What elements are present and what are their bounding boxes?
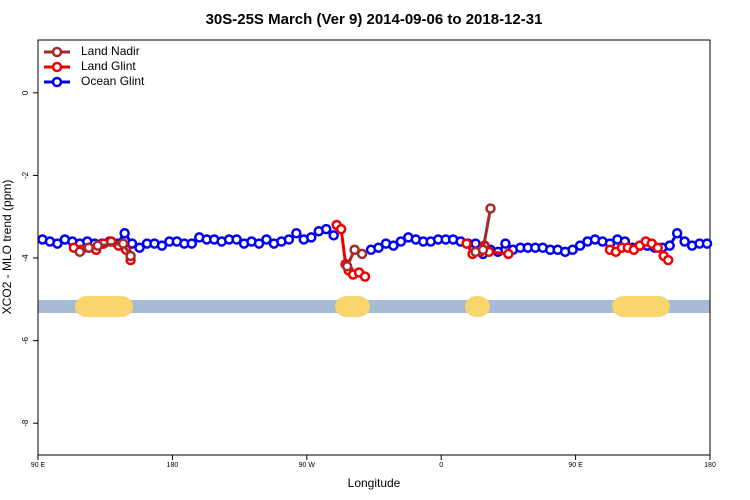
data-point xyxy=(119,228,130,239)
data-point xyxy=(500,238,511,249)
data-point xyxy=(125,250,136,262)
data-point xyxy=(349,244,360,256)
data-point xyxy=(231,234,242,245)
y-tick-label: -4 xyxy=(21,254,30,262)
data-point xyxy=(186,238,198,249)
x-tick-label: 90 E xyxy=(31,462,46,469)
legend-label: Land Nadir xyxy=(81,44,140,58)
data-point xyxy=(306,232,317,243)
legend-label: Land Glint xyxy=(81,59,136,73)
data-point xyxy=(283,234,295,245)
data-point xyxy=(117,238,129,249)
data-point xyxy=(679,236,690,247)
data-point xyxy=(156,240,168,251)
x-tick-label: 0 xyxy=(439,462,443,469)
data-point xyxy=(470,238,481,249)
data-point xyxy=(335,223,347,235)
x-tick-label: 180 xyxy=(167,462,179,469)
x-tick-label: 90 W xyxy=(299,462,316,469)
data-point xyxy=(652,242,663,253)
data-point xyxy=(477,244,489,256)
data-point xyxy=(261,234,272,245)
data-point xyxy=(567,244,578,256)
data-point xyxy=(74,246,86,258)
y-tick-label: 0 xyxy=(21,90,30,95)
data-point xyxy=(134,242,145,253)
data-point xyxy=(485,203,496,214)
y-tick-label: -2 xyxy=(21,171,30,179)
x-axis-label: Longitude xyxy=(348,476,401,490)
legend-label: Ocean Glint xyxy=(81,74,145,88)
data-point xyxy=(373,242,384,253)
data-point xyxy=(395,236,407,247)
data-point xyxy=(461,238,472,249)
ocean-band xyxy=(38,300,710,313)
x-tick-label: 90 E xyxy=(568,462,583,469)
data-point xyxy=(671,228,683,239)
land-ocean-band xyxy=(38,296,710,317)
chart-title: 30S-25S March (Ver 9) 2014-09-06 to 2018… xyxy=(206,11,543,28)
data-point xyxy=(291,228,302,239)
land-band xyxy=(612,296,670,317)
land-band xyxy=(465,296,490,317)
data-point xyxy=(341,261,353,272)
data-point xyxy=(320,223,332,235)
data-point xyxy=(664,240,675,251)
data-point xyxy=(253,238,265,249)
y-axis-label: XCO2 - MLO trend (ppm) xyxy=(0,180,14,315)
land-band xyxy=(75,296,133,317)
legend-marker xyxy=(51,76,63,88)
y-tick-label: -6 xyxy=(21,337,30,345)
land-band xyxy=(335,296,370,317)
data-point xyxy=(503,248,514,260)
data-point xyxy=(356,248,368,260)
y-tick-label: -8 xyxy=(21,419,30,427)
data-point xyxy=(574,240,586,251)
data-point xyxy=(83,242,95,253)
data-point xyxy=(701,238,713,249)
data-point xyxy=(359,271,371,282)
legend-marker xyxy=(51,46,63,58)
data-point xyxy=(52,238,63,249)
data-point xyxy=(662,254,674,266)
x-tick-label: 180 xyxy=(704,462,716,469)
data-point xyxy=(328,230,339,241)
legend-marker xyxy=(51,61,63,73)
data-point xyxy=(388,240,399,251)
data-point xyxy=(92,240,103,251)
